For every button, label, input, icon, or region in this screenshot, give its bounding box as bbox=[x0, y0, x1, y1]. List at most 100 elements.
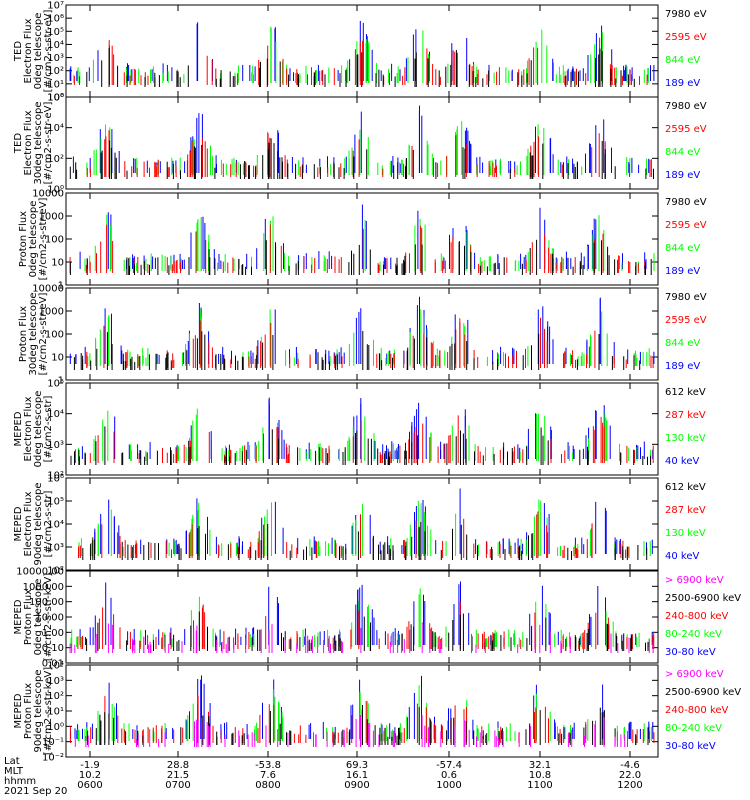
panel-1-ytick-label: 10² bbox=[47, 66, 64, 77]
panel-1-ylabel-line: TED bbox=[13, 41, 24, 62]
panel-2-ylabel-line: 30deg telescope bbox=[33, 101, 44, 184]
footer-hhmm-tick: 1100 bbox=[527, 780, 552, 791]
panel-4-ytick-label: 10 bbox=[51, 353, 64, 364]
footer-hhmm-tick: 0700 bbox=[165, 780, 190, 791]
panel-3-ylabel-line: Proton Flux bbox=[18, 211, 29, 267]
footer-hhmm-tick: 1000 bbox=[436, 780, 461, 791]
panel-6-ytick-label: 10³ bbox=[47, 543, 64, 554]
panel-3-ytick-label: 10000 bbox=[32, 189, 64, 200]
panel-7-legend-entry: 240-800 keV bbox=[665, 611, 729, 622]
footer-lat-tick: 28.8 bbox=[167, 760, 189, 771]
footer-lat-tick: 32.1 bbox=[529, 760, 551, 771]
panel-2-legend-entry: 844 eV bbox=[665, 147, 700, 158]
panel-7-legend-entry: 30-80 keV bbox=[665, 647, 716, 658]
panel-1-legend-entry: 844 eV bbox=[665, 55, 700, 66]
panel-6-ylabel-line: MEPED bbox=[13, 506, 24, 541]
footer-hhmm-tick: 0900 bbox=[344, 780, 369, 791]
panel-3-legend-entry: 2595 eV bbox=[665, 220, 707, 231]
footer-lat-tick: -53.8 bbox=[255, 760, 281, 771]
panel-2-ytick-label: 10⁴ bbox=[47, 123, 64, 134]
panel-3-ytick-label: 10 bbox=[51, 258, 64, 269]
panel-3-legend-entry: 7980 eV bbox=[665, 197, 707, 208]
panel-4-ylabel-line: 30deg telescope bbox=[28, 292, 39, 375]
footer-lat-tick: 69.3 bbox=[346, 760, 368, 771]
panel-8-ylabel-line: MEPED bbox=[13, 693, 24, 728]
panel-6-ylabel-line: 90deg telescope bbox=[33, 482, 44, 565]
panel-8-ytick-label: 10⁻² bbox=[42, 753, 64, 764]
panel-4-ylabel-line: Proton Flux bbox=[18, 306, 29, 362]
panel-5-legend-entry: 130 keV bbox=[665, 433, 706, 444]
panel-8-ytick-label: 10⁰ bbox=[47, 722, 64, 733]
footer-mlt-tick: 10.8 bbox=[529, 770, 551, 781]
panel-3-legend-entry: 189 eV bbox=[665, 266, 700, 277]
footer-row-labels: Lat MLT hhmm 2021 Sep 20 bbox=[4, 757, 67, 797]
panel-3-legend-entry: 844 eV bbox=[665, 243, 700, 254]
panel-1-ytick-label: 10⁰ bbox=[47, 93, 64, 104]
panel-8-ytick-label: 10¹ bbox=[47, 707, 64, 718]
panel-1-legend-entry: 7980 eV bbox=[665, 9, 707, 20]
panel-6-legend-entry: 612 keV bbox=[665, 482, 706, 493]
panel-5-ylabel-line: 0deg telescope bbox=[33, 391, 44, 468]
panel-4-legend-entry: 844 eV bbox=[665, 338, 700, 349]
footer-mlt-tick: 22.0 bbox=[619, 770, 641, 781]
panel-7-ytick-label: 1000.00 bbox=[23, 582, 64, 593]
footer-mlt-label: MLT bbox=[4, 766, 23, 777]
panel-2-ylabel-line: [#/cm2-s-str-eV] bbox=[43, 102, 54, 185]
footer-mlt-tick: 10.2 bbox=[79, 770, 101, 781]
panel-6-legend-entry: 40 keV bbox=[665, 551, 699, 562]
panel-7-ytick-label: 100.00 bbox=[29, 597, 64, 608]
panel-1-ylabel-line: [#/cm2-s-str-eV] bbox=[43, 10, 54, 93]
panel-6-ylabel-line: Electron Flux bbox=[23, 491, 34, 556]
panel-7-ytick-label: 1.00 bbox=[42, 628, 64, 639]
panel-2-ylabel-line: TED bbox=[13, 133, 24, 154]
panel-4-legend-entry: 189 eV bbox=[665, 361, 700, 372]
panel-8-ylabel-line: Proton Flux bbox=[23, 683, 34, 739]
panel-5-legend-entry: 612 keV bbox=[665, 387, 706, 398]
panel-8-ylabel-line: [#/cm2-s-str-keV] bbox=[43, 667, 54, 755]
panel-2-ytick-label: 10⁰ bbox=[47, 185, 64, 196]
panel-3-ylabel-line: [#/cm2-s-str-eV] bbox=[38, 198, 49, 281]
panel-2-frame bbox=[65, 96, 659, 190]
panel-2-ytick-label: 10⁶ bbox=[47, 93, 64, 104]
panel-1-ytick-label: 10⁷ bbox=[47, 1, 64, 12]
panel-7-legend-entry: > 6900 keV bbox=[665, 575, 724, 586]
panel-8-legend-entry: 240-800 keV bbox=[665, 705, 729, 716]
footer-hhmm-tick: 0800 bbox=[255, 780, 280, 791]
panel-4-legend-entry: 2595 eV bbox=[665, 315, 707, 326]
panel-5-ytick-label: 10² bbox=[47, 471, 64, 482]
panel-8-ytick-label: 10² bbox=[47, 691, 64, 702]
panel-1-ytick-label: 10⁵ bbox=[47, 27, 64, 38]
panel-5-legend-entry: 287 keV bbox=[665, 410, 706, 421]
panel-6-ylabel-line: [#/cm2-s-str] bbox=[43, 490, 54, 557]
footer-lat-tick: -4.6 bbox=[620, 760, 640, 771]
panel-7-ytick-label: 0.10 bbox=[42, 643, 64, 654]
panel-5-ytick-label: 10³ bbox=[47, 440, 64, 451]
panel-2-legend-entry: 2595 eV bbox=[665, 124, 707, 135]
panel-8-ytick-label: 10³ bbox=[47, 676, 64, 687]
panel-5-ytick-label: 10⁴ bbox=[47, 409, 64, 420]
footer-date: 2021 Sep 20 bbox=[4, 786, 68, 797]
panel-1-ylabel-line: Electron Flux bbox=[23, 18, 34, 83]
panel-7-legend-entry: 80-240 keV bbox=[665, 629, 722, 640]
panel-1-ytick-label: 10³ bbox=[47, 53, 64, 64]
panel-2-legend-entry: 7980 eV bbox=[665, 101, 707, 112]
panel-3-ytick-label: 1000 bbox=[39, 212, 64, 223]
panel-8-legend-entry: 2500-6900 keV bbox=[665, 687, 741, 698]
footer-lat-tick: -57.4 bbox=[436, 760, 462, 771]
panel-4-ytick-label: 100 bbox=[45, 330, 64, 341]
panel-7-ytick-label: 10000.00 bbox=[16, 567, 64, 578]
panel-5-ylabel-line: Electron Flux bbox=[23, 396, 34, 461]
footer-mlt-tick: 21.5 bbox=[167, 770, 189, 781]
footer-lat-tick: -1.9 bbox=[80, 760, 100, 771]
panel-1-ytick-label: 10⁶ bbox=[47, 14, 64, 25]
panel-5-ylabel-line: [#/cm2-s-str] bbox=[43, 395, 54, 462]
panel-3-ytick-label: 1 bbox=[58, 281, 64, 292]
panel-6-ytick-label: 10⁶ bbox=[47, 474, 64, 485]
panel-8-legend-entry: 30-80 keV bbox=[665, 741, 716, 752]
panel-7-ytick-label: 10.00 bbox=[35, 613, 64, 624]
panel-5-frame bbox=[65, 382, 659, 476]
panel-3-ytick-label: 100 bbox=[45, 235, 64, 246]
panel-6-ytick-label: 10² bbox=[47, 566, 64, 577]
footer-lat-label: Lat bbox=[4, 756, 20, 767]
